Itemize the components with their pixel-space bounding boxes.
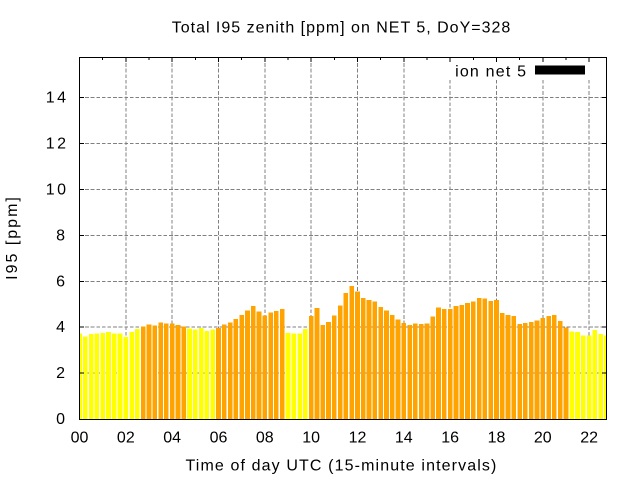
svg-text:ion net 5: ion net 5 [455,63,527,80]
svg-text:08: 08 [256,430,274,447]
svg-text:02: 02 [117,430,135,447]
svg-text:10: 10 [46,181,69,198]
svg-text:14: 14 [395,430,413,447]
svg-text:12: 12 [46,136,69,153]
svg-text:Time of day UTC (15-minute int: Time of day UTC (15-minute intervals) [185,458,497,475]
svg-text:Total I95 zenith [ppm] on NET: Total I95 zenith [ppm] on NET 5, DoY=328 [172,20,511,37]
svg-text:2: 2 [56,365,65,382]
svg-text:10: 10 [302,430,320,447]
svg-text:0: 0 [56,411,65,428]
svg-text:18: 18 [488,430,506,447]
svg-text:20: 20 [534,430,552,447]
svg-text:00: 00 [71,430,89,447]
svg-text:12: 12 [349,430,367,447]
svg-text:8: 8 [56,227,65,244]
svg-text:22: 22 [580,430,598,447]
svg-text:04: 04 [163,430,181,447]
svg-text:06: 06 [210,430,228,447]
svg-text:16: 16 [441,430,459,447]
svg-text:14: 14 [46,90,69,107]
svg-text:4: 4 [56,319,65,336]
svg-text:6: 6 [56,273,65,290]
svg-text:I95 [ppm]: I95 [ppm] [4,195,21,280]
